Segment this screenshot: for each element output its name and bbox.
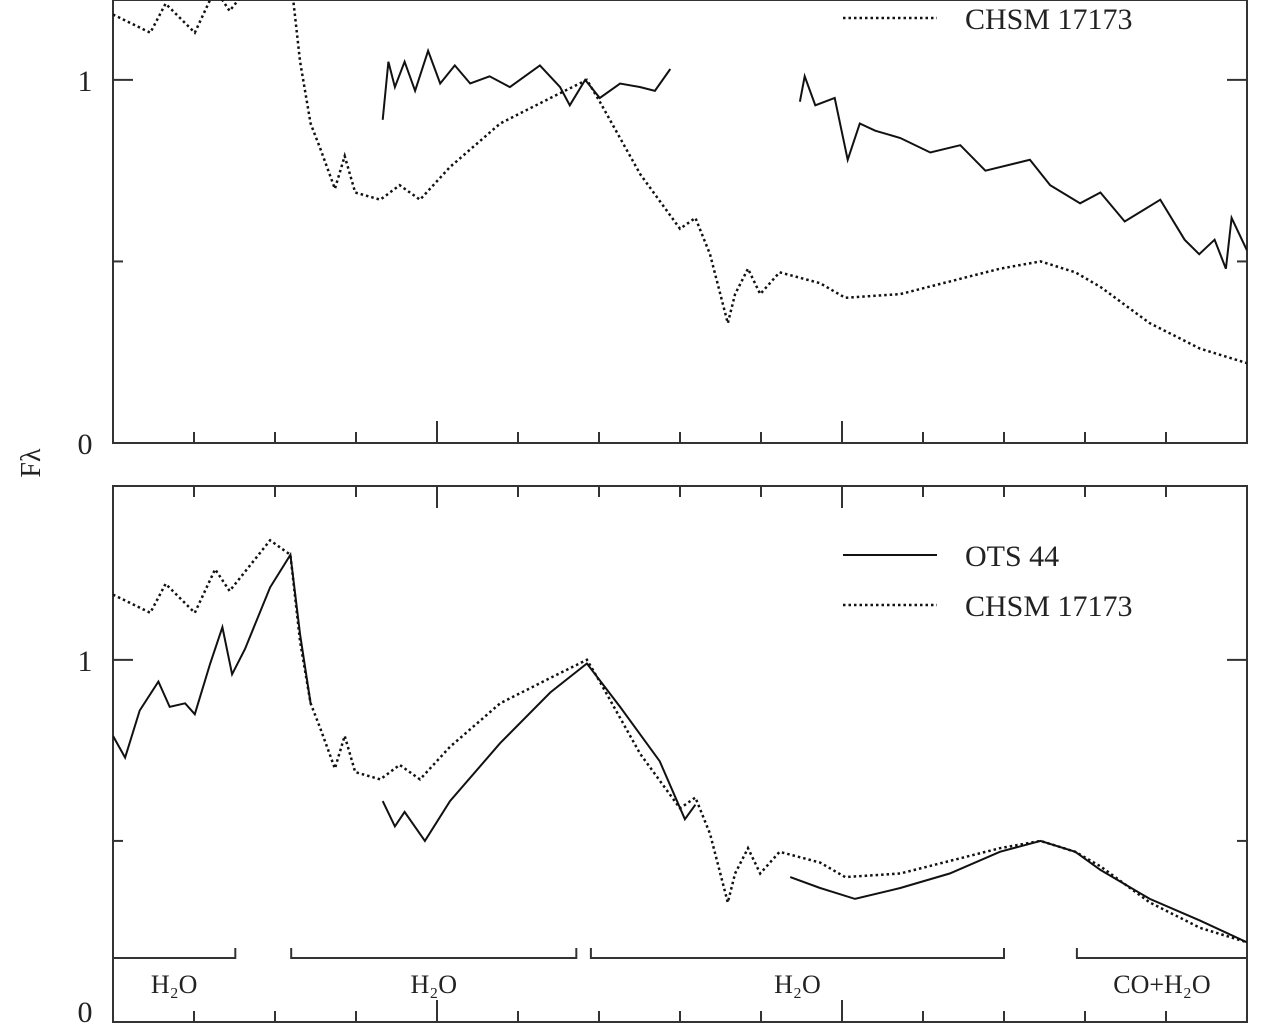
legend-label: CHSM 17173 [965,3,1133,36]
band-bracket [290,948,578,959]
legend-label: CHSM 17173 [965,590,1133,623]
y-tick-label: 0 [78,996,93,1024]
band-bracket [589,948,1005,959]
band-bracket [112,948,237,959]
y-tick-label: 0 [78,428,93,461]
plot-frame [112,0,1248,444]
spectrum-line [113,538,1247,944]
series-group [113,0,1247,365]
band-label: H₂O [410,970,457,999]
y-axis-label: Fλ [16,448,47,478]
series-group [113,538,1247,944]
legend-label: OTS 44 [965,540,1059,573]
band-bracket [1075,948,1248,959]
spectrum-line [113,551,1247,944]
y-tick-label: 1 [78,645,93,678]
y-tick-label: 1 [78,65,93,98]
band-label: CO+H₂O [1113,970,1210,999]
band-label: H₂O [151,970,198,999]
band-label: H₂O [774,970,821,999]
spectrum-line [381,47,1247,270]
spectrum-line [113,0,1247,365]
